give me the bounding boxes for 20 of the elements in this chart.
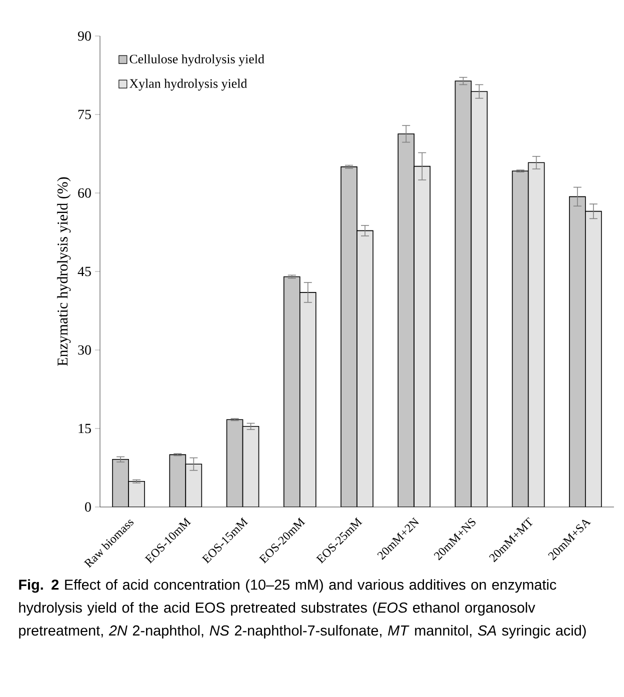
legend-label: Cellulose hydrolysis yield [130,54,264,66]
y-tick-label: 0 [85,502,91,512]
y-tick-label: 30 [78,345,91,355]
bar [512,170,529,507]
bar [226,419,244,507]
bar [340,166,358,507]
y-tick-label: 15 [78,424,91,434]
bar [283,276,300,507]
y-tick-label: 90 [78,31,91,41]
bar [569,196,586,507]
bar [169,454,186,507]
bar [112,458,129,507]
text: Fig. 2 Effect of acid concentration (10–25 mM) and various additives on enzymatic hydrolysis yield of the acid EOS pretreated substrates (EOS ethanol organosolv pretreatment, 2N 2-naphthol, NS 2-naphthol-7-sulfonate, MT mannitol, SA syringic acid) [19,579,586,638]
legend-label: Xylan hydrolysis yield [129,78,248,91]
y-tick-label: 45 [78,266,91,276]
bar [398,133,414,507]
y-tick-label: 60 [78,188,91,198]
y-axis-title: Enzymatic hydrolysis yield (%) [57,177,71,366]
y-tick-label: 75 [78,110,91,120]
bar [454,80,472,507]
